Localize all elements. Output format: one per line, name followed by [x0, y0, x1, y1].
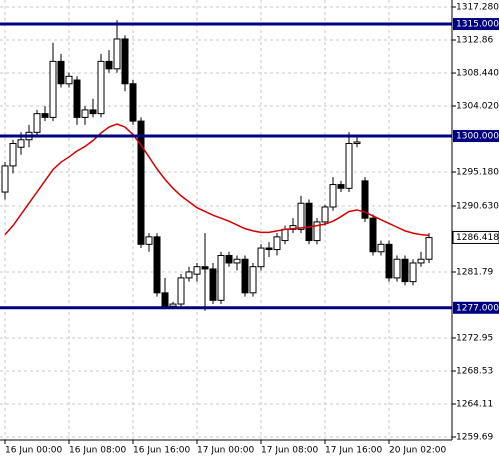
candle-body	[369, 217, 377, 253]
x-tick-label: 17 Jun 08:00	[261, 446, 318, 456]
candle-body	[409, 262, 417, 283]
candle-body	[249, 266, 257, 294]
x-tick-label: 16 Jun 08:00	[69, 446, 126, 456]
level-label: 1277.000	[456, 303, 499, 313]
x-tick-label: 16 Jun 00:00	[5, 446, 62, 456]
y-tick-label: 1281.79	[456, 268, 493, 278]
candle-body	[225, 255, 233, 264]
candle-body	[393, 258, 401, 279]
current-price-bg	[452, 230, 499, 244]
candle-body	[297, 202, 305, 230]
x-tick-label: 17 Jun 00:00	[197, 446, 254, 456]
level-label: 1300.000	[456, 132, 499, 142]
candle-body	[105, 60, 113, 70]
y-tick-label: 1295.180	[456, 168, 499, 178]
labels: 1317.280 1312.86 1308.440 1304.020 1295.180 1…	[5, 3, 499, 456]
plot	[0, 20, 452, 311]
candle-body	[345, 143, 353, 189]
candle-body	[57, 60, 65, 85]
y-tick-label: 1304.020	[456, 102, 499, 112]
candle-body	[241, 258, 249, 294]
candle-body	[161, 292, 169, 307]
level-label-bg	[453, 301, 499, 314]
candle-body	[353, 141, 361, 145]
candle-body	[1, 165, 9, 193]
x-tick-label: 16 Jun 16:00	[133, 446, 190, 456]
level-label-bg	[453, 18, 499, 31]
candle-body	[329, 184, 337, 208]
candle-body	[425, 237, 433, 260]
candle-body	[145, 236, 153, 245]
candle-body	[49, 60, 57, 118]
y-tick-label: 1268.53	[456, 367, 493, 377]
level-label-bg	[453, 130, 499, 143]
candle-body	[97, 60, 105, 115]
candle-body	[209, 268, 217, 301]
candle-body	[257, 247, 265, 268]
candle-body	[401, 258, 409, 283]
grid	[0, 0, 456, 444]
candle-body	[89, 109, 97, 115]
candle-body	[169, 303, 177, 307]
current-price-label: 1286.418	[456, 233, 499, 243]
candle-body	[17, 139, 25, 148]
candle-body	[377, 243, 385, 253]
y-tick-label: 1312.86	[456, 36, 493, 46]
candle-body	[417, 258, 425, 264]
candle-body	[217, 255, 225, 301]
y-tick-label: 1308.440	[456, 69, 499, 79]
candle-body	[321, 206, 329, 223]
candle-body	[81, 109, 89, 118]
y-tick-label: 1290.630	[456, 202, 499, 212]
candle-body	[305, 202, 313, 242]
candle-body	[121, 38, 129, 85]
candle-body	[193, 266, 201, 275]
candle-body	[361, 180, 369, 219]
candle-body	[201, 266, 209, 270]
moving-average	[4, 123, 430, 237]
y-tick-label: 1264.11	[456, 400, 493, 410]
candle-body	[41, 113, 49, 118]
level-label: 1315.000	[456, 20, 499, 30]
y-tick-label: 1272.95	[456, 334, 493, 344]
candle-body	[177, 277, 185, 305]
x-tick-label: 17 Jun 16:00	[325, 446, 382, 456]
candle-body	[137, 120, 145, 245]
candle-body	[185, 271, 193, 279]
candle-body	[273, 236, 281, 251]
candle-body	[153, 236, 161, 294]
candle-body	[385, 243, 393, 279]
x-tick-label: 20 Jun 02:00	[389, 446, 446, 456]
candle-body	[313, 221, 321, 242]
candle-body	[33, 113, 41, 133]
candle-body	[129, 83, 137, 122]
candle-body	[113, 38, 121, 70]
candle-body	[73, 79, 81, 118]
y-tick-label: 1259.69	[456, 433, 493, 443]
candle-body	[65, 75, 73, 85]
candle-body	[265, 247, 273, 251]
candle-body	[233, 258, 241, 264]
candle-body	[337, 184, 345, 189]
candle-body	[9, 143, 17, 167]
candle-body	[281, 228, 289, 242]
y-tick-label: 1317.280	[456, 3, 499, 13]
